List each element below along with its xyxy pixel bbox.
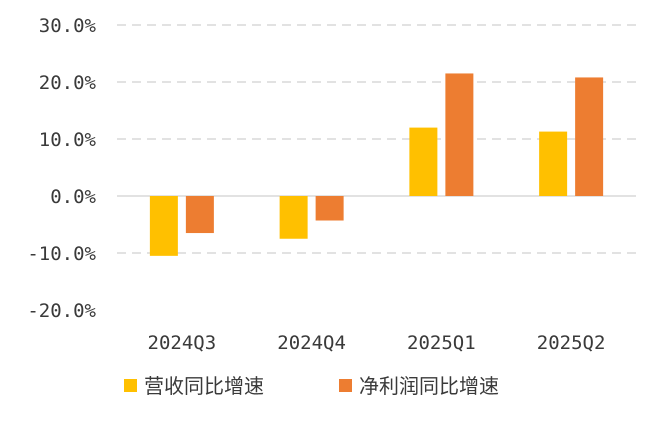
y-tick-label: 0.0% [50, 186, 96, 208]
y-tick-label: 30.0% [39, 15, 97, 37]
y-tick-label: 20.0% [39, 72, 97, 94]
bar-net-profit-2024q3 [185, 196, 214, 234]
y-tick-label: -20.0% [27, 300, 96, 322]
legend: 营收同比增速 净利润同比增速 [124, 374, 499, 398]
bar-net-profit-2025q2 [575, 77, 604, 196]
y-tick-label: 10.0% [39, 129, 97, 151]
x-category-label: 2025Q2 [537, 332, 606, 354]
y-axis: 30.0% 20.0% 10.0% 0.0% -10.0% -20.0% [27, 15, 96, 322]
x-category-label: 2025Q1 [407, 332, 476, 354]
bar-net-profit-2024q4 [315, 196, 344, 221]
legend-label-revenue: 营收同比增速 [144, 374, 264, 398]
bar-revenue-2025q2 [539, 131, 568, 196]
x-category-label: 2024Q3 [148, 332, 217, 354]
y-tick-label: -10.0% [27, 243, 96, 265]
bars [149, 73, 604, 256]
bar-revenue-2025q1 [409, 127, 438, 196]
bar-revenue-2024q4 [279, 196, 308, 239]
legend-swatch-revenue [124, 379, 137, 392]
bar-net-profit-2025q1 [445, 73, 474, 196]
x-axis: 2024Q3 2024Q4 2025Q1 2025Q2 [148, 332, 606, 354]
bar-revenue-2024q3 [149, 196, 178, 256]
legend-swatch-net-profit [339, 379, 352, 392]
x-category-label: 2024Q4 [277, 332, 346, 354]
legend-label-net-profit: 净利润同比增速 [359, 374, 499, 398]
